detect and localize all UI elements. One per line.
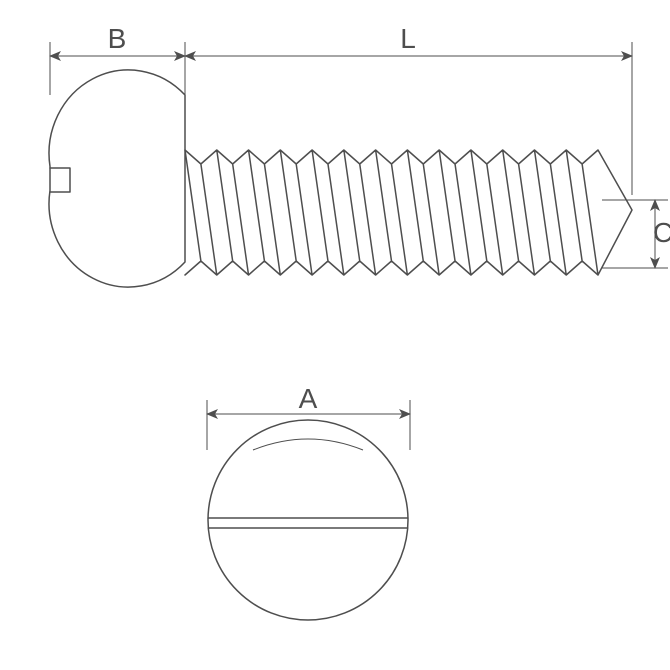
dim-label-B: B — [108, 23, 127, 54]
threaded-shank — [185, 150, 632, 275]
dim-label-C: C — [653, 217, 670, 248]
screw-head-side — [49, 70, 185, 287]
top-view — [208, 420, 408, 620]
screw-technical-drawing: B L C A — [0, 0, 670, 670]
dim-label-L: L — [400, 23, 416, 54]
side-view — [49, 70, 632, 287]
dimensions: B L C A — [50, 23, 670, 450]
dim-label-A: A — [299, 383, 318, 414]
